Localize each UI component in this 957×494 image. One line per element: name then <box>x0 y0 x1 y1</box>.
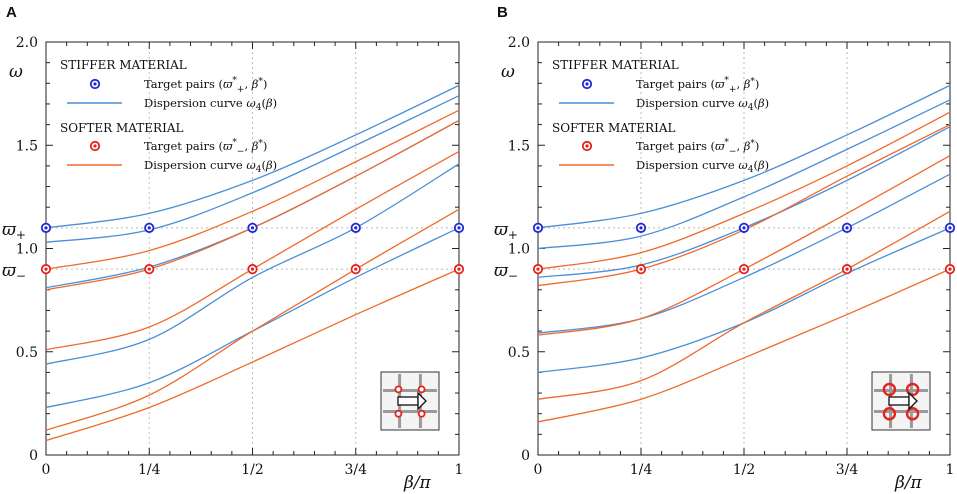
series-line-stiffer-5 <box>537 227 951 374</box>
target-marker-softer-dot <box>250 267 255 271</box>
x-tick-label: 1/2 <box>241 462 264 478</box>
y-tick-label: 1.5 <box>16 138 38 154</box>
chart-panel-a: A 0 0.5 1.0 1.5 2.0 0 1/4 1/2 3/4 1 ϖ+ ϖ− ω β/π STIFFER… <box>2 4 465 493</box>
inset-arrow-icon <box>417 391 427 411</box>
series-line-softer-1 <box>537 111 951 270</box>
target-marker-stiffer-dot <box>354 226 358 230</box>
legend-marker-stiffer-dot <box>93 82 97 86</box>
series-line-softer-3 <box>45 150 460 351</box>
target-marker-softer-dot <box>354 267 358 271</box>
x-tick-label: 0 <box>42 462 51 478</box>
series-line-stiffer-2 <box>45 95 460 243</box>
panel-label: A <box>6 4 17 21</box>
legend-softer-heading: SOFTER MATERIAL <box>552 121 676 135</box>
series-line-softer-5 <box>45 268 460 442</box>
x-tick-label: 1 <box>455 462 464 478</box>
target-marker-stiffer-dot <box>457 226 461 230</box>
target-marker-stiffer-dot <box>742 226 746 230</box>
target-marker-stiffer-dot <box>948 226 952 230</box>
series-line-stiffer-4 <box>537 173 951 334</box>
legend-marker-softer-dot <box>585 144 589 148</box>
y-tick-label: 1.5 <box>508 138 530 154</box>
legend-softer-curve: Dispersion curve ω4(β) <box>636 158 769 175</box>
inset-inclusion <box>905 407 920 421</box>
inset-arrow-icon <box>908 391 918 411</box>
target-marker-softer-dot <box>742 267 746 271</box>
legend-stiffer-pairs: Target pairs (ϖ*+, β*) <box>144 76 267 95</box>
y-special-label: ϖ− <box>2 261 26 283</box>
inset-arrow-body <box>397 396 419 406</box>
series-line-stiffer-2 <box>537 99 951 250</box>
legend-stiffer-curve: Dispersion curve ω4(β) <box>636 96 769 113</box>
y-tick-label: 1.0 <box>508 242 530 258</box>
target-marker-stiffer-dot <box>147 226 151 230</box>
target-marker-softer-dot <box>457 267 461 271</box>
legend-softer-curve: Dispersion curve ω4(β) <box>144 158 277 175</box>
inset-unit-cell-icon <box>380 371 440 431</box>
target-marker-stiffer-dot <box>44 226 48 230</box>
x-tick-label: 1/4 <box>630 462 653 478</box>
chart-panel-b: B 0 0.5 1.0 1.5 2.0 0 1/4 1/2 3/4 1 ϖ+ ϖ− ω β/π STIFFER… <box>494 4 956 493</box>
inset-inclusion <box>417 385 426 394</box>
y-tick-label: 0.5 <box>508 345 530 361</box>
legend-stiffer-curve: Dispersion curve ω4(β) <box>144 96 277 113</box>
legend-marker-softer-dot <box>93 144 97 148</box>
panel-label: B <box>497 4 508 21</box>
legend-stiffer-heading: STIFFER MATERIAL <box>552 58 679 72</box>
inset-inclusion <box>882 407 897 421</box>
inset-inclusion <box>905 382 920 397</box>
x-tick-label: 3/4 <box>344 462 367 478</box>
legend-softer-pairs: Target pairs (ϖ*−, β*) <box>144 138 267 157</box>
series-line-stiffer-4 <box>45 163 460 365</box>
target-marker-softer-dot <box>948 267 952 271</box>
y-tick-label: 1.0 <box>16 242 38 258</box>
series-line-softer-1 <box>45 109 460 270</box>
target-marker-softer-dot <box>845 267 849 271</box>
series-line-softer-5 <box>537 268 951 423</box>
target-marker-stiffer-dot <box>639 226 643 230</box>
series-line-softer-4 <box>537 210 951 400</box>
x-tick-label: 1/2 <box>733 462 756 478</box>
series-line-stiffer-1 <box>537 84 951 229</box>
x-axis-label: β/π <box>403 473 432 493</box>
legend-softer-pairs: Target pairs (ϖ*−, β*) <box>636 138 759 157</box>
inset-unit-cell-icon <box>871 371 931 431</box>
legend-marker-stiffer-dot <box>585 82 589 86</box>
target-marker-stiffer-dot <box>250 226 255 230</box>
y-tick-label: 0 <box>29 448 38 464</box>
x-tick-label: 3/4 <box>836 462 859 478</box>
x-tick-label: 1 <box>946 462 955 478</box>
y-tick-label: 2.0 <box>508 35 530 51</box>
inset-inclusion <box>417 409 426 418</box>
y-special-label: ϖ+ <box>494 220 518 242</box>
inset-inclusion <box>882 382 897 397</box>
target-marker-softer-dot <box>44 267 48 271</box>
inset-inclusion <box>394 385 403 394</box>
series-line-stiffer-1 <box>45 84 460 229</box>
inset-inclusion <box>394 409 403 418</box>
legend-softer-heading: SOFTER MATERIAL <box>60 121 184 135</box>
target-marker-softer-dot <box>536 267 540 271</box>
target-marker-stiffer-dot <box>536 226 540 230</box>
y-axis-label: ω <box>501 62 515 82</box>
target-marker-softer-dot <box>147 267 151 271</box>
y-tick-label: 0 <box>521 448 530 464</box>
target-marker-stiffer-dot <box>845 226 849 230</box>
y-axis-label: ω <box>9 62 23 82</box>
series-line-softer-4 <box>45 208 460 431</box>
legend-stiffer-heading: STIFFER MATERIAL <box>60 58 187 72</box>
x-tick-label: 0 <box>534 462 543 478</box>
x-tick-label: 1/4 <box>138 462 161 478</box>
y-special-label: ϖ− <box>494 261 518 283</box>
inset-arrow-body <box>888 396 910 406</box>
legend-stiffer-pairs: Target pairs (ϖ*+, β*) <box>636 76 759 95</box>
target-marker-softer-dot <box>639 267 643 271</box>
y-special-label: ϖ+ <box>2 220 26 242</box>
y-tick-label: 0.5 <box>16 345 38 361</box>
y-tick-label: 2.0 <box>16 35 38 51</box>
x-axis-label: β/π <box>894 473 923 493</box>
